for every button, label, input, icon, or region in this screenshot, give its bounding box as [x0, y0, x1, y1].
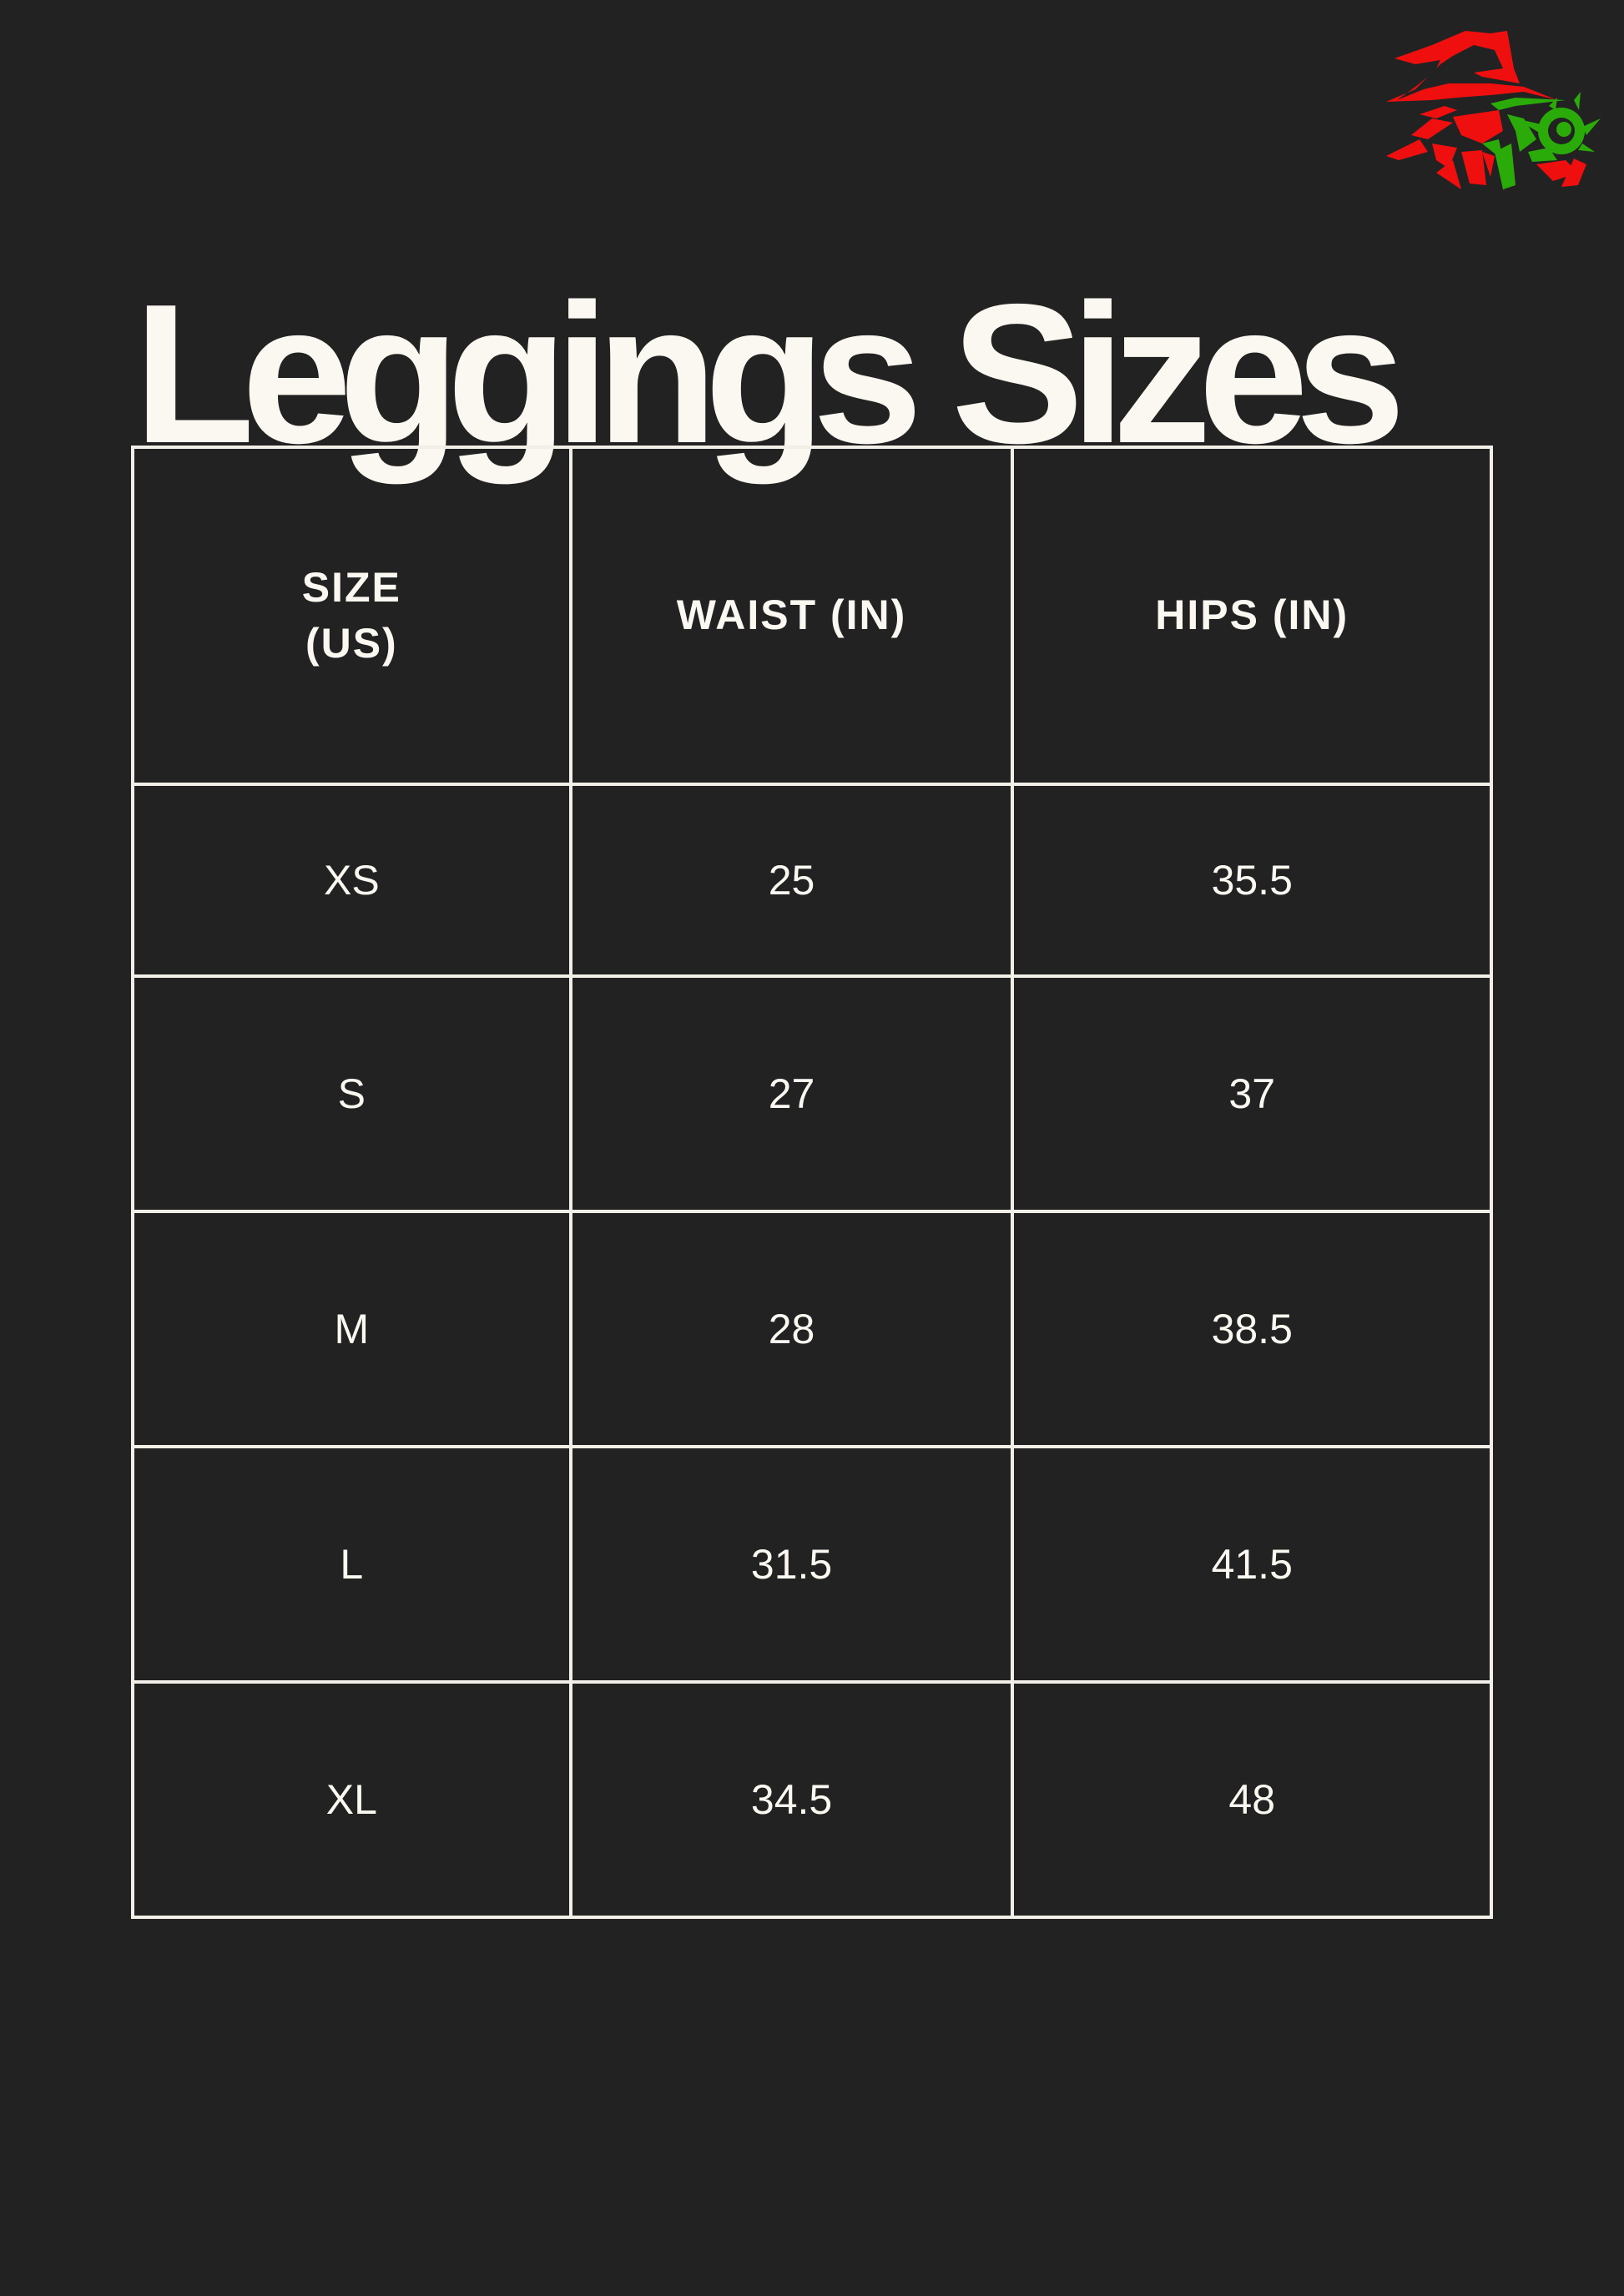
header-waist: WAIST (IN) [568, 446, 1015, 786]
cell-hips: 41.5 [1011, 1445, 1493, 1684]
table-row: L 31.5 41.5 [131, 1445, 1493, 1684]
cell-size: XS [131, 783, 572, 978]
wizard-logo-icon [1386, 31, 1601, 189]
table-row: S 27 37 [131, 974, 1493, 1213]
page-title: Leggings Sizes [134, 264, 1405, 485]
cell-hips: 37 [1011, 974, 1493, 1213]
cell-hips: 35.5 [1011, 783, 1493, 978]
cell-waist: 31.5 [568, 1445, 1015, 1684]
cell-size: L [131, 1445, 572, 1684]
header-size-line1: SIZE [301, 563, 401, 611]
table-row: XS 25 35.5 [131, 783, 1493, 978]
cell-waist: 28 [568, 1210, 1015, 1448]
table-row: XL 34.5 48 [131, 1680, 1493, 1919]
cell-waist: 34.5 [568, 1680, 1015, 1919]
table-row: M 28 38.5 [131, 1210, 1493, 1448]
header-size-line2: (US) [305, 620, 398, 667]
size-chart-table: SIZE (US) WAIST (IN) HIPS (IN) XS 25 35.5… [131, 446, 1493, 1919]
header-hips: HIPS (IN) [1011, 446, 1493, 786]
cell-waist: 27 [568, 974, 1015, 1213]
cell-size: XL [131, 1680, 572, 1919]
cell-waist: 25 [568, 783, 1015, 978]
cell-hips: 38.5 [1011, 1210, 1493, 1448]
cell-size: S [131, 974, 572, 1213]
cell-size: M [131, 1210, 572, 1448]
table-header-row: SIZE (US) WAIST (IN) HIPS (IN) [131, 446, 1493, 786]
cell-hips: 48 [1011, 1680, 1493, 1919]
header-size: SIZE (US) [131, 446, 572, 786]
